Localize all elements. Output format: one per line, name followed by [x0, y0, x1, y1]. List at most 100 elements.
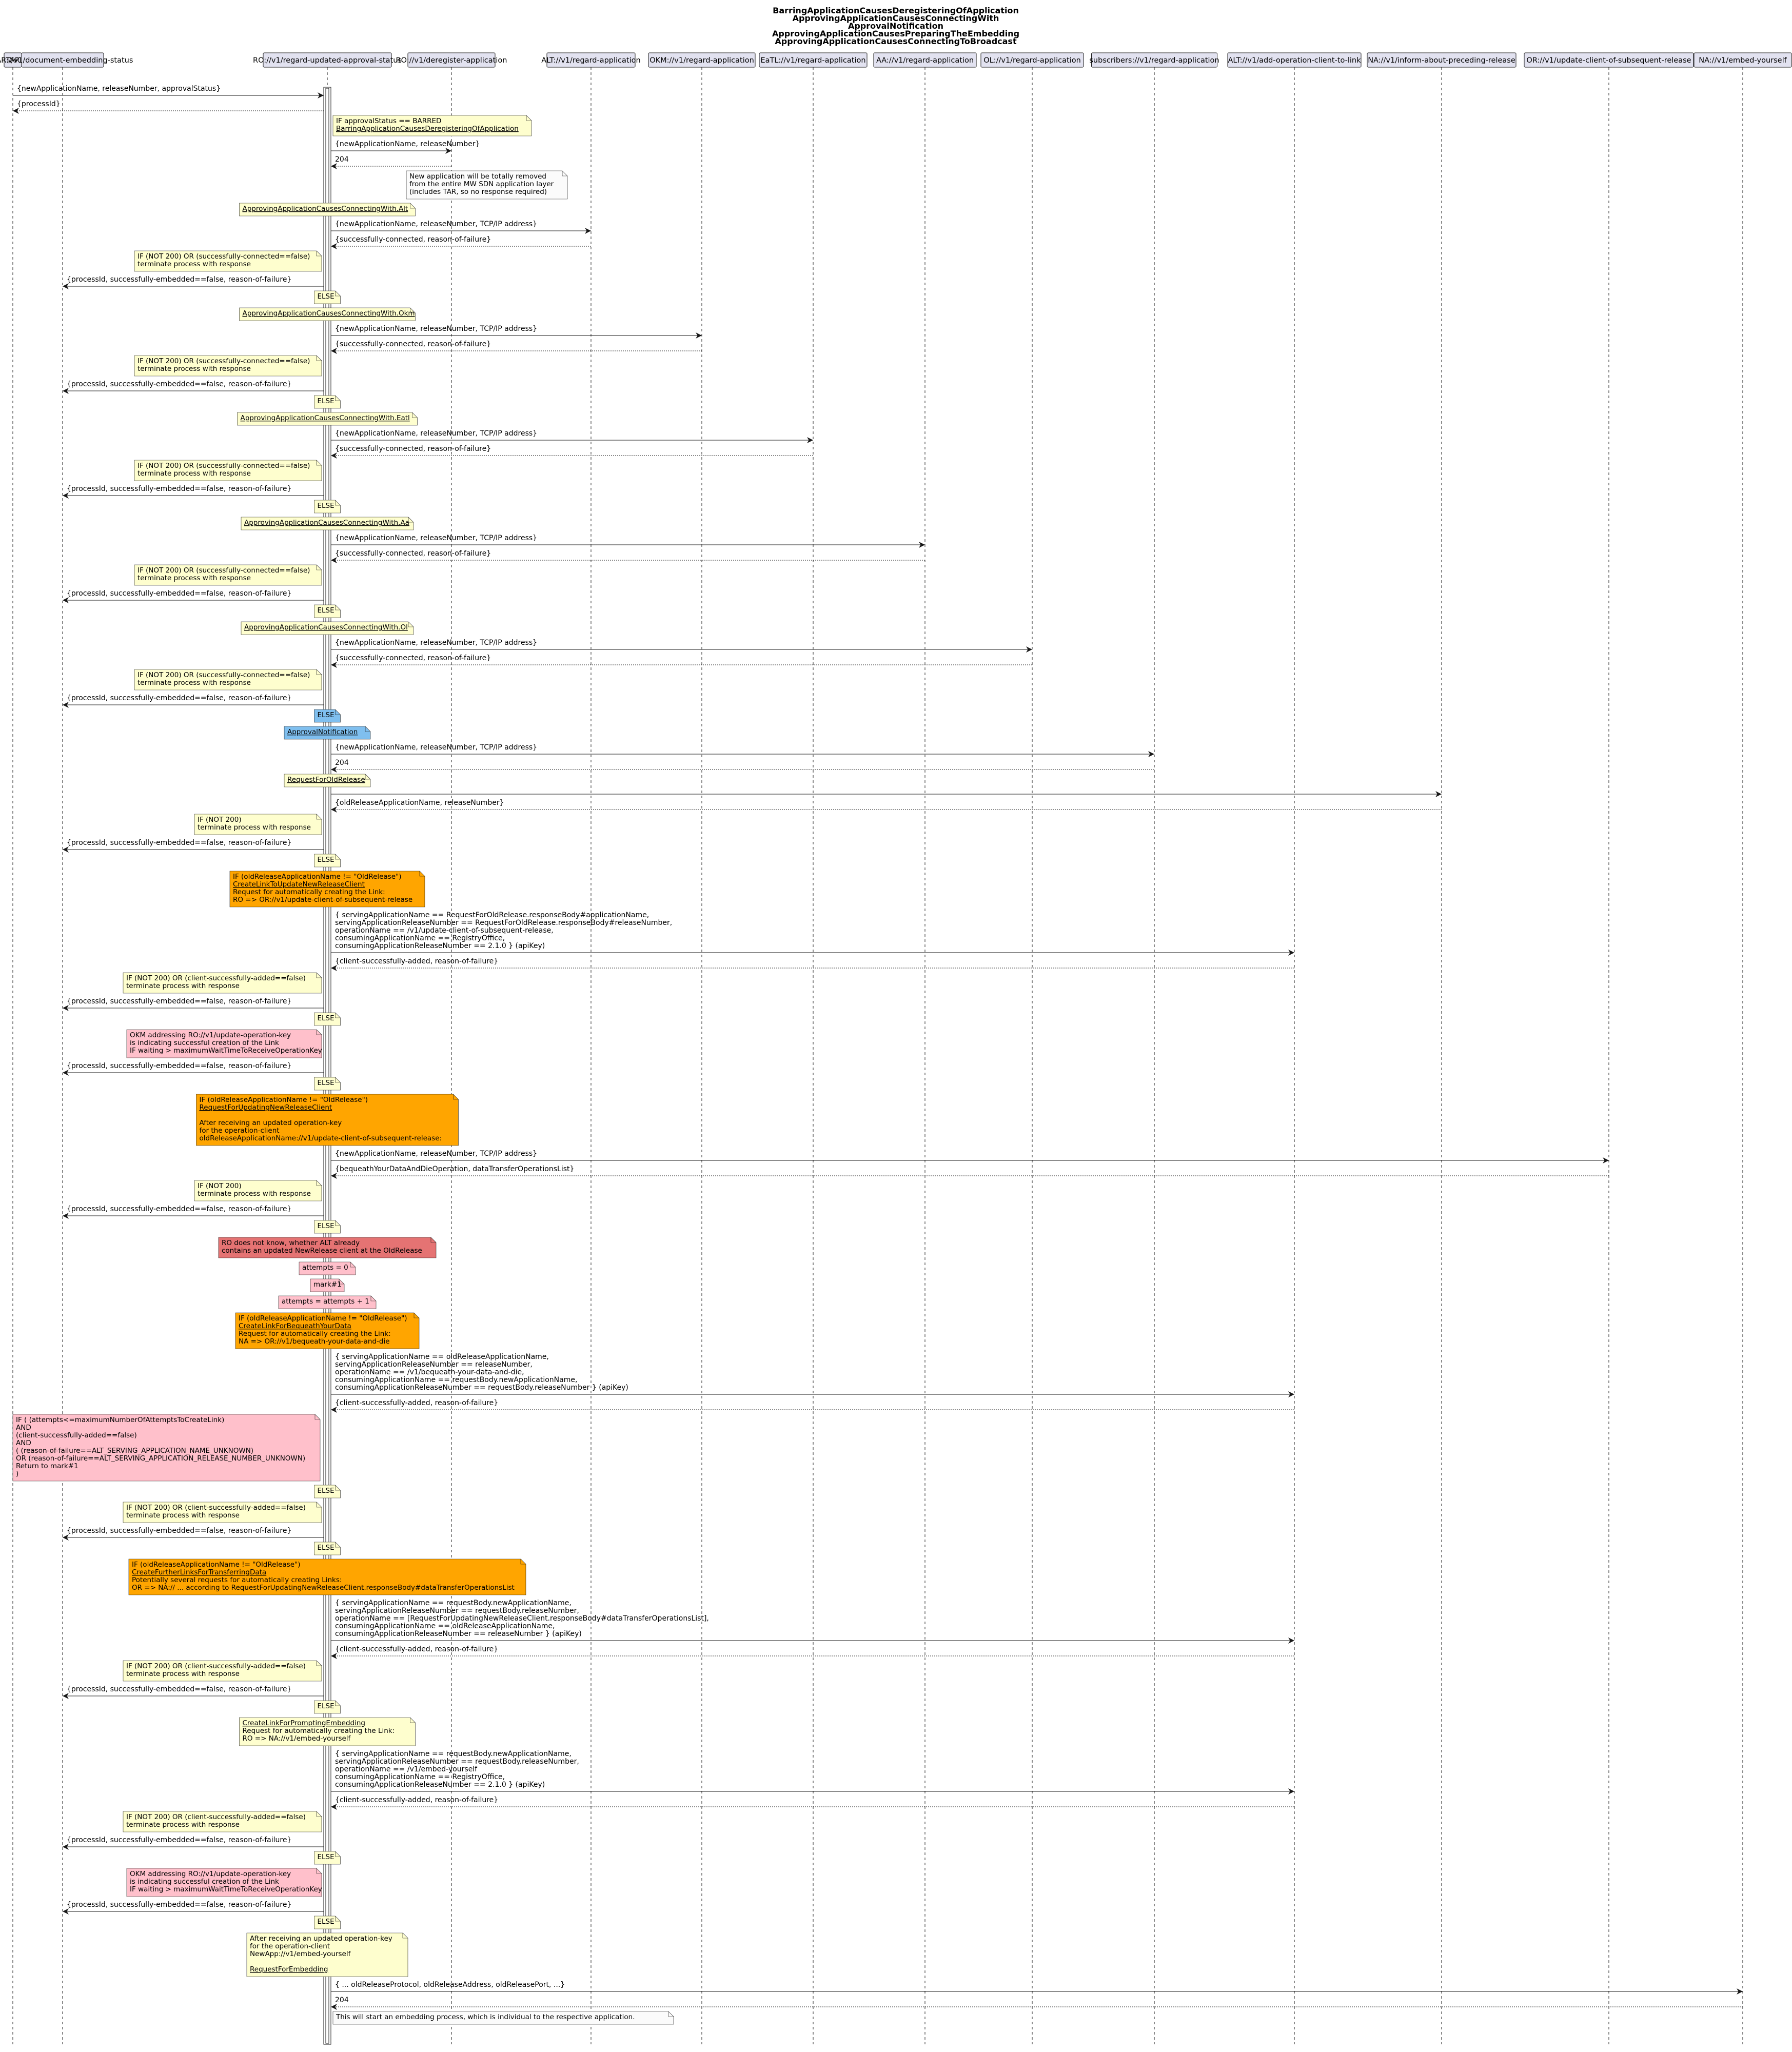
- step-text-line: {processId, successfully-embedded==false…: [67, 839, 291, 847]
- participant-label: TAR: [5, 56, 20, 65]
- note: ELSE: [314, 1851, 341, 1865]
- reply-message: {successfully-connected, reason-of-failu…: [331, 654, 1032, 668]
- request-message: {processId, successfully-embedded==false…: [63, 1527, 324, 1541]
- note: IF (NOT 200) OR (successfully-connected=…: [134, 355, 322, 377]
- request-message: {processId, successfully-embedded==false…: [63, 1901, 324, 1915]
- step-text-line: { servingApplicationName == oldReleaseAp…: [335, 1353, 549, 1361]
- request-message: {newApplicationName, releaseNumber, TCP/…: [331, 220, 591, 234]
- note-fold: [410, 1718, 416, 1723]
- step-text-line: Return to mark#1: [16, 1462, 78, 1470]
- step-text-line: ApprovingApplicationCausesConnectingWith…: [244, 623, 408, 632]
- step-text-line: RO => OR://v1/update-client-of-subsequen…: [233, 896, 412, 904]
- step-text-line: { servingApplicationName == requestBody.…: [335, 1750, 572, 1758]
- step-text-line: 204: [335, 1996, 349, 2004]
- note-fold: [335, 396, 341, 401]
- step-text-line: {processId, successfully-embedded==false…: [67, 694, 291, 702]
- step-text-line: ELSE: [318, 606, 334, 615]
- step-text-line: {successfully-connected, reason-of-failu…: [335, 445, 491, 453]
- note-fold: [335, 291, 341, 297]
- note-box: [12, 1414, 321, 1482]
- request-message: { servingApplicationName == requestBody.…: [331, 1599, 1294, 1644]
- step-text-line: {processId, successfully-embedded==false…: [67, 275, 291, 284]
- note-fold: [430, 1237, 436, 1243]
- note-fold: [335, 1013, 341, 1018]
- step-text-line: ApprovingApplicationCausesConnectingWith…: [241, 414, 410, 422]
- note-fold: [335, 500, 341, 506]
- note-fold: [335, 1485, 341, 1491]
- note-fold: [335, 709, 341, 715]
- step-text-line: IF approvalStatus == BARRED: [336, 117, 441, 125]
- note-box: [239, 307, 416, 321]
- step-text-line: {bequeathYourDataAndDieOperation, dataTr…: [335, 1165, 574, 1173]
- note-box: [194, 1180, 322, 1201]
- note-fold: [562, 171, 567, 176]
- note-box: [134, 355, 322, 377]
- request-message: { ... oldReleaseProtocol, oldReleaseAddr…: [331, 1981, 1743, 1995]
- note-fold: [370, 1296, 376, 1301]
- step-text-line: {processId, successfully-embedded==false…: [67, 1685, 291, 1693]
- step-text-line: consumingApplicationName == RegistryOffi…: [335, 1773, 505, 1781]
- reply-message: {client-successfully-added, reason-of-fa…: [331, 1399, 1294, 1413]
- title-line: ApprovalNotification: [848, 21, 943, 31]
- note-fold: [335, 1916, 341, 1922]
- participant: ALT://v1/add-operation-client-to-link: [1227, 52, 1362, 68]
- step-text-line: Potentially several requests for automat…: [132, 1576, 342, 1584]
- step-text-line: { ... oldReleaseProtocol, oldReleaseAddr…: [335, 1981, 565, 1989]
- note-fold: [410, 203, 416, 209]
- activation-bar-inner: [325, 88, 329, 2044]
- note: IF (NOT 200) OR (successfully-connected=…: [134, 564, 322, 586]
- note-box: [314, 1542, 341, 1555]
- note: ELSE: [314, 854, 341, 867]
- step-text-line: {processId, successfully-embedded==false…: [67, 485, 291, 493]
- note: IF (NOT 200) OR (successfully-connected=…: [134, 460, 322, 481]
- note: IF (NOT 200) OR (client-successfully-add…: [123, 1502, 322, 1523]
- step-text-line: Request for automatically creating the L…: [233, 888, 385, 896]
- note: IF (NOT 200) OR (client-successfully-add…: [123, 972, 322, 994]
- step-text-line: OKM addressing RO://v1/update-operation-…: [130, 1870, 291, 1878]
- step-text-line: from the entire MW SDN application layer: [409, 180, 554, 188]
- request-message: { servingApplicationName == requestBody.…: [331, 1750, 1294, 1794]
- step-text-line: {processId}: [17, 100, 61, 108]
- participant: ALT://v1/regard-application: [541, 52, 641, 68]
- step-text-line: IF (oldReleaseApplicationName != "OldRel…: [200, 1096, 368, 1104]
- note-box: [134, 564, 322, 586]
- note-box: [239, 1717, 416, 1746]
- note: IF (oldReleaseApplicationName != "OldRel…: [196, 1094, 459, 1146]
- step-text-line: After receiving an updated operation-key: [250, 1935, 392, 1943]
- request-message: {newApplicationName, releaseNumber, TCP/…: [331, 743, 1154, 757]
- step-text-line: (includes TAR, so no response required): [409, 188, 547, 196]
- step-text-line: {newApplicationName, releaseNumber, TCP/…: [335, 429, 537, 438]
- step-text-line: terminate process with response: [126, 1511, 240, 1520]
- step-text-line: IF (NOT 200) OR (client-successfully-add…: [126, 1662, 306, 1670]
- note-box: [314, 1220, 341, 1234]
- note: ELSE: [314, 290, 341, 304]
- step-text-line: ELSE: [318, 1222, 334, 1230]
- participant: RO://v1/regard-updated-approval-status: [253, 52, 402, 68]
- step-text-line: {processId, successfully-embedded==false…: [67, 589, 291, 598]
- note-box: [123, 1502, 322, 1523]
- note-fold: [316, 814, 322, 820]
- reply-message: 204: [331, 155, 451, 169]
- step-text-line: {newApplicationName, releaseNumber, TCP/…: [335, 639, 537, 647]
- note-box: [314, 500, 341, 514]
- note: After receiving an updated operation-key…: [246, 1932, 408, 1977]
- step-text-line: NA => OR://v1/bequeath-your-data-and-die: [239, 1337, 390, 1346]
- note-fold: [316, 460, 322, 466]
- note: ELSE: [314, 1220, 341, 1234]
- reply-message: {client-successfully-added, reason-of-fa…: [331, 1796, 1294, 1810]
- note-box: [196, 1094, 459, 1146]
- step-text-line: {client-successfully-added, reason-of-fa…: [335, 957, 498, 965]
- step-text-line: (client-successfully-added==false): [16, 1431, 137, 1439]
- step-text-line: oldReleaseApplicationName://v1/update-cl…: [200, 1134, 442, 1142]
- step-text-line: IF (oldReleaseApplicationName != "OldRel…: [132, 1561, 301, 1569]
- reply-message: {successfully-connected, reason-of-failu…: [331, 340, 702, 354]
- participant-box: [1227, 52, 1362, 68]
- participant-label: NA://v1/inform-about-preceding-release: [1368, 56, 1515, 65]
- request-message: { servingApplicationName == RequestForOl…: [331, 911, 1294, 956]
- note-box: [126, 1868, 322, 1897]
- step-text-line: consumingApplicationName == oldReleaseAp…: [335, 1622, 555, 1630]
- note-box: [194, 814, 322, 835]
- step-text-line: terminate process with response: [126, 982, 240, 990]
- step-text-line: ApprovalNotification: [287, 728, 358, 736]
